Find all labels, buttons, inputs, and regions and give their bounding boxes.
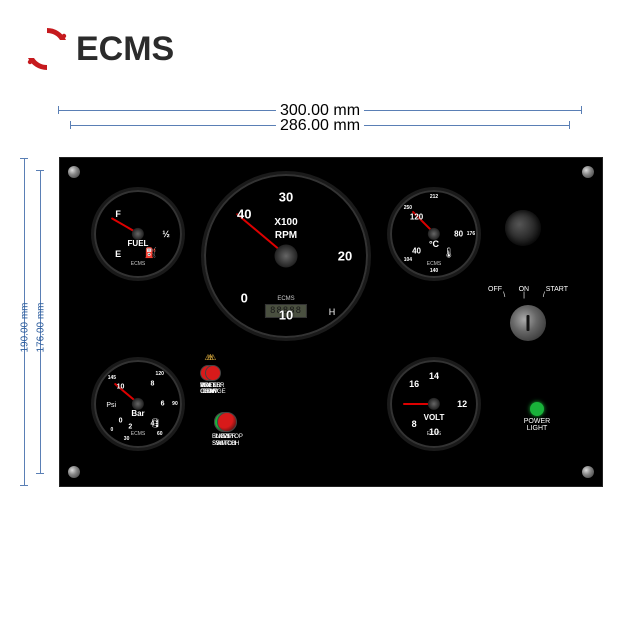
gauge-tick: 2 — [128, 424, 132, 431]
tacho-h-label: H — [329, 307, 336, 317]
pressure-gauge: Psi Bar 🛢 ECMS 02468100306090120145 — [94, 360, 182, 448]
gauge-tick: 250 — [404, 205, 412, 211]
left-dimensions: 190.00 mm 176.00 mm — [18, 158, 56, 486]
gauge-tick: E — [115, 249, 121, 259]
logo-swoosh-icon — [24, 26, 70, 72]
gauge-tick: 20 — [338, 249, 352, 264]
gauge-tick: 8 — [412, 419, 417, 429]
gauge-tick: 80 — [454, 230, 463, 239]
gauge-tick: 120 — [410, 212, 423, 221]
gauge-tick: 10 — [279, 308, 293, 323]
key-off-label: OFF — [488, 286, 502, 293]
gauge-tick: 90 — [172, 401, 178, 407]
gauge-brand: ECMS — [94, 431, 182, 437]
gauge-tick: 60 — [157, 431, 163, 437]
screw-icon — [582, 466, 594, 478]
tacho-title2: RPM — [204, 230, 368, 241]
volt-title: VOLT — [390, 413, 478, 422]
screw-icon — [68, 466, 80, 478]
gauge-tick: 104 — [404, 257, 412, 263]
gauge-tick: 0 — [119, 418, 123, 425]
power-light: POWER LIGHT — [512, 402, 562, 432]
gauge-tick: 6 — [161, 401, 165, 408]
gauge-tick: 30 — [279, 189, 293, 204]
gauge-tick: 212 — [430, 194, 438, 200]
gauge-tick: 40 — [412, 247, 421, 256]
gauge-brand: ECMS — [94, 261, 182, 267]
gauge-tick: 14 — [429, 371, 439, 381]
temp-title: °C — [390, 239, 478, 249]
brand-logo: ECMS — [24, 26, 174, 72]
fuel-gauge: FUEL ⛽ ECMS E ½ F — [94, 190, 182, 278]
tacho-title1: X100 — [204, 217, 368, 228]
panel-switch[interactable]: ENG/STOP SWITCH — [212, 412, 243, 447]
press-bar: Bar — [94, 409, 182, 418]
dim-inner-height: 176.00 mm — [36, 302, 47, 352]
gauge-tick: 176 — [467, 231, 475, 237]
gauge-tick: 140 — [430, 268, 438, 274]
screw-icon — [68, 166, 80, 178]
gauge-tick: 30 — [124, 436, 130, 442]
gauge-tick: 10 — [429, 427, 439, 437]
temperature-gauge: °C 🌡 ECMS 4080120104140176212250 — [390, 190, 478, 278]
gauge-hub-icon — [275, 245, 298, 268]
ignition-switch[interactable]: OFF ON START \ | / — [488, 286, 568, 347]
voltmeter-gauge: VOLT ECMS 810121416 — [390, 360, 478, 448]
press-psi: Psi — [106, 402, 116, 409]
gauge-brand: ECMS — [204, 296, 368, 302]
top-dimensions: 300.00 mm 286.00 mm — [20, 110, 620, 129]
dim-outer-height: 190.00 mm — [20, 302, 31, 352]
screw-icon — [582, 166, 594, 178]
logo-text: ECMS — [76, 30, 174, 69]
gauge-tick: 10 — [117, 383, 125, 390]
gauge-tick: 8 — [151, 381, 155, 388]
gauge-tick: 12 — [457, 399, 467, 409]
fuel-title: FUEL — [94, 239, 182, 248]
power-label: POWER LIGHT — [512, 418, 562, 432]
warning-indicator: ⚠BATTER CHARGE — [200, 354, 226, 396]
gauge-tick: 4 — [151, 420, 155, 427]
gauge-tick: 40 — [237, 207, 251, 222]
key-cylinder-icon[interactable] — [510, 305, 546, 341]
gauge-tick: 0 — [241, 290, 248, 305]
buzzer-grille — [505, 210, 541, 246]
dim-inner-width: 286.00 mm — [276, 117, 364, 135]
tachometer-gauge: X100 RPM ECMS 88888 H 010203040 — [204, 174, 368, 338]
gauge-tick: 16 — [409, 379, 419, 389]
gauge-tick: ½ — [162, 229, 170, 239]
gauge-tick: 145 — [108, 375, 116, 381]
fuel-pump-icon: ⛽ — [145, 248, 157, 259]
instrument-panel: X100 RPM ECMS 88888 H 010203040 FUEL ⛽ E… — [60, 158, 602, 486]
gauge-tick: 120 — [156, 371, 164, 377]
thermometer-icon: 🌡 — [442, 248, 455, 259]
gauge-tick: 0 — [110, 427, 113, 433]
gauge-tick: F — [115, 209, 121, 219]
gauge-hub-icon — [428, 398, 440, 410]
